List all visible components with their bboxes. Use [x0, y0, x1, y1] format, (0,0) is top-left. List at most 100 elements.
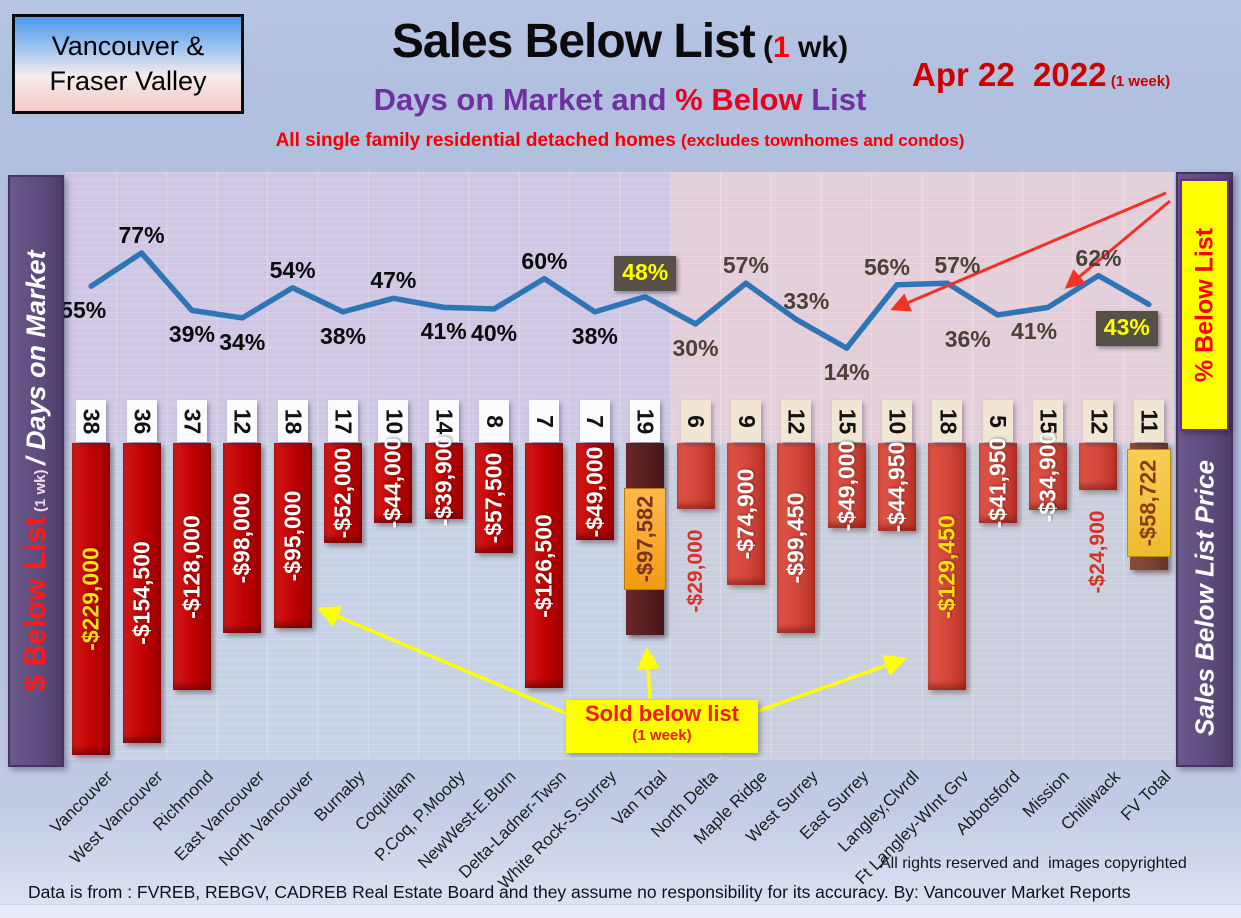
- bar-value-label: -$74,900: [732, 468, 759, 560]
- region-line2: Fraser Valley: [49, 66, 207, 96]
- left-axis-bar: $ Below List (1 wk) / Days on Market: [8, 175, 64, 767]
- bar-value-label: -$154,500: [128, 541, 155, 645]
- pct-below-list-label: 36%: [944, 325, 991, 352]
- day-on-market-badge: 7: [529, 400, 560, 442]
- bar-value-label: -$44,000: [379, 437, 406, 529]
- pct-below-list-label: 47%: [370, 267, 417, 294]
- pct-below-list-label: 57%: [934, 252, 981, 279]
- pct-below-list-label: 56%: [863, 253, 911, 280]
- bar-value-label: -$24,900: [1086, 510, 1110, 594]
- pct-below-list-label: 40%: [471, 319, 518, 346]
- day-on-market-badge: 12: [1083, 400, 1114, 442]
- pct-below-list-label: 60%: [521, 247, 568, 274]
- title-week-suffix: (1 wk): [754, 31, 849, 64]
- bar-value-label: -$57,500: [480, 452, 507, 544]
- fv-total-value-box: -$58,722: [1126, 449, 1171, 557]
- bar: [374, 443, 413, 523]
- bar-value-label: -$99,450: [782, 492, 809, 584]
- day-on-market-badge: 17: [328, 400, 358, 442]
- region-line1: Vancouver &: [51, 30, 205, 61]
- disclaimer-text: Data is from : FVREB, REBGV, CADREB Real…: [28, 882, 1131, 902]
- bar: -$97,582: [624, 443, 667, 635]
- bar-value-label: -$44,950: [883, 441, 910, 533]
- bar: -$58,722: [1126, 443, 1171, 570]
- day-on-market-badge: 18: [277, 400, 308, 442]
- page-title: Sales Below List (1 wk): [300, 14, 940, 69]
- day-on-market-badge: 9: [730, 400, 761, 442]
- van-total-value-box: -$97,582: [624, 488, 667, 590]
- pct-below-list-label: 41%: [1011, 318, 1058, 345]
- pct-below-list-label: 55%: [60, 297, 107, 324]
- day-on-market-badge: 6: [680, 400, 711, 442]
- pct-below-list-label: 14%: [823, 359, 870, 386]
- sales-below-list-price-label: Sales Below List Price: [1189, 459, 1219, 737]
- date-note: (1 week): [1110, 73, 1171, 90]
- bar: [324, 443, 362, 543]
- day-on-market-badge: 11: [1133, 400, 1164, 442]
- bar: [827, 443, 866, 528]
- bar-value-label: -$128,000: [178, 514, 205, 619]
- bar: [878, 443, 916, 531]
- day-on-market-badge: 12: [781, 400, 812, 442]
- bar-value-label: -$229,000: [77, 547, 104, 651]
- left-axis-week-label: (1 wk): [32, 469, 49, 513]
- bar: [928, 443, 967, 690]
- bottom-strip: [0, 904, 1241, 918]
- pct-below-list-label: 34%: [219, 328, 266, 355]
- bar-value-label: -$98,000: [228, 492, 255, 584]
- day-on-market-badge: 7: [579, 400, 610, 442]
- title-main: Sales Below List: [391, 15, 756, 68]
- pct-below-list-highlight: 48%: [614, 255, 677, 291]
- region-title-box: Vancouver & Fraser Valley: [12, 14, 244, 114]
- day-on-market-badge: 36: [126, 400, 157, 442]
- bar: [676, 443, 715, 509]
- day-on-market-badge: 10: [882, 400, 912, 442]
- bar: [475, 443, 514, 553]
- bar-value-label: -$34,900: [1034, 431, 1061, 522]
- pct-below-list-label: 41%: [420, 318, 467, 345]
- day-on-market-badge: 18: [932, 400, 963, 442]
- day-on-market-badge: 10: [378, 400, 409, 442]
- bar: [777, 443, 816, 633]
- bar: [273, 443, 312, 628]
- bar: [726, 443, 765, 585]
- bar: [172, 443, 211, 690]
- sold-below-list-callout: Sold below list (1 week): [566, 700, 758, 753]
- pct-below-list-axis-box: % Below List: [1180, 179, 1229, 431]
- bar-value-label: -$126,500: [530, 513, 557, 618]
- pct-below-list-label: 38%: [319, 322, 367, 349]
- left-axis-label: $ Below List (1 wk) / Days on Market: [19, 250, 53, 691]
- pct-below-list-label: 30%: [672, 334, 719, 361]
- bar-value-label: -$29,000: [683, 529, 707, 613]
- bar-value-label: -$52,000: [329, 447, 356, 539]
- bar: [575, 443, 614, 540]
- right-axis-bar: % Below List Sales Below List Price: [1176, 172, 1233, 767]
- date-text: Apr 22 2022: [912, 56, 1107, 93]
- day-on-market-badge: 15: [831, 400, 862, 442]
- pct-below-list-label: 38%: [571, 322, 618, 349]
- bar: [424, 443, 463, 519]
- day-on-market-badge: 12: [227, 400, 258, 442]
- pct-below-list-highlight: 43%: [1095, 311, 1158, 347]
- bar: [1029, 443, 1068, 510]
- day-on-market-badge: 5: [982, 400, 1013, 442]
- bar-value-label: -$95,000: [279, 490, 306, 581]
- callout-line1: Sold below list: [584, 701, 739, 726]
- pct-below-list-label: 39%: [168, 321, 215, 348]
- left-axis-dollar-label: $ Below List: [19, 516, 52, 692]
- bar-value-label: -$129,450: [933, 514, 960, 619]
- callout-line2: (1 week): [632, 727, 692, 744]
- day-on-market-badge: 8: [479, 400, 510, 442]
- x-axis-label: FV Total: [1116, 767, 1175, 825]
- day-on-market-badge: 37: [176, 400, 207, 442]
- bar-value-label: -$49,000: [833, 440, 860, 531]
- day-on-market-badge: 38: [76, 400, 107, 442]
- bar-value-label: -$41,950: [984, 437, 1011, 529]
- pct-below-list-label: 62%: [1075, 244, 1122, 271]
- day-on-market-badge: 19: [630, 400, 661, 442]
- pct-below-list-axis-label: % Below List: [1190, 227, 1218, 383]
- bar: [122, 443, 161, 743]
- tagline: All single family residential detached h…: [275, 130, 965, 151]
- bar: [223, 443, 262, 633]
